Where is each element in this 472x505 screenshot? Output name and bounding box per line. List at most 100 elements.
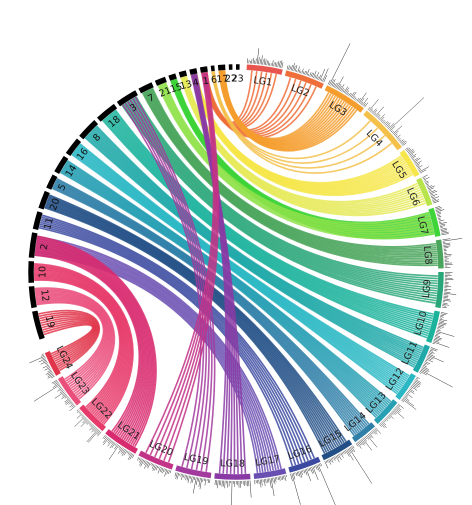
density-spike [357,97,361,103]
lg-segment [105,429,138,454]
density-spike [192,477,197,494]
density-spike [329,43,351,86]
synteny-link [35,248,145,437]
density-spike [62,392,66,396]
density-spike [96,430,101,435]
density-spike [266,60,268,66]
density-spike [69,405,76,412]
density-spike [40,354,45,357]
density-spike [296,471,299,476]
density-spike [419,169,427,174]
lg-segment [428,207,441,237]
density-spike [334,83,337,88]
density-spike [392,410,397,414]
synteny-link [103,118,429,337]
lg-segment [399,149,420,178]
density-spike [394,408,400,413]
density-spike [310,72,313,77]
density-spike [389,126,396,132]
density-spike [102,435,106,439]
density-spike [355,443,359,447]
density-spike [295,472,298,477]
lg-segment [416,177,433,207]
density-spike [437,217,441,219]
density-spike [308,467,311,472]
density-spike [53,380,58,385]
synteny-link [161,83,432,231]
density-spike [341,87,344,92]
synteny-link [48,196,343,445]
reference-segment [32,211,43,230]
density-spike [374,112,377,116]
density-spike [408,389,415,394]
density-spike [89,423,93,426]
density-spike [420,369,453,388]
synteny-link [34,287,116,400]
density-spike [384,418,388,422]
lg-label: LG8 [421,245,434,265]
lg-segment [435,271,444,309]
synteny-link [158,84,434,238]
density-spike [404,395,408,398]
density-spike [319,463,321,467]
density-spike [437,216,442,218]
synteny-link [151,87,437,248]
reference-label: 11 [42,216,56,230]
density-spike [79,412,82,415]
density-spike [425,358,434,363]
lg-label: LG18 [220,458,245,469]
lg-label: LG2 [289,83,310,100]
density-spike [429,349,434,352]
density-spike [440,314,444,317]
density-spike [323,75,328,83]
density-spike [414,380,421,385]
density-spike [217,480,219,489]
reference-label: 5 [56,182,69,192]
density-spike [157,466,161,474]
density-spike [319,68,326,81]
density-spike [162,468,165,474]
marker-density-track [29,43,463,505]
synteny-link [113,110,434,318]
density-spike [336,454,339,459]
density-spike [262,59,264,65]
density-spike [127,453,132,460]
density-spike [318,74,322,81]
density-spike [365,435,370,440]
lg-segment [214,473,251,480]
reference-segment [46,174,58,190]
reference-label: 8 [91,132,103,144]
density-spike [441,233,449,236]
density-spike [306,68,310,76]
density-spike [383,419,387,422]
density-spike [367,433,372,439]
density-spike [398,139,402,142]
density-spike [361,438,366,445]
lg-segment [79,404,107,432]
synteny-link [213,71,371,160]
density-spike [120,447,124,453]
density-spike [435,207,442,210]
density-spike [299,470,303,478]
synteny-link [107,114,431,328]
density-spike [414,161,418,164]
density-spike [289,66,291,71]
synteny-link [35,249,144,436]
synteny-link [102,119,428,339]
density-spike [389,97,425,130]
synteny-link [35,245,148,440]
synteny-link [131,98,438,285]
synteny-link [162,83,432,229]
reference-label: 20 [48,197,63,212]
density-spike [409,151,415,156]
synteny-link [130,99,438,287]
density-spike [367,106,371,111]
density-spike [306,468,311,482]
density-spike [198,477,200,482]
density-spike [351,446,356,453]
density-spike [126,450,129,454]
synteny-link [48,194,347,442]
density-spike [76,409,79,412]
density-spike [183,474,185,478]
density-spike [50,375,55,379]
